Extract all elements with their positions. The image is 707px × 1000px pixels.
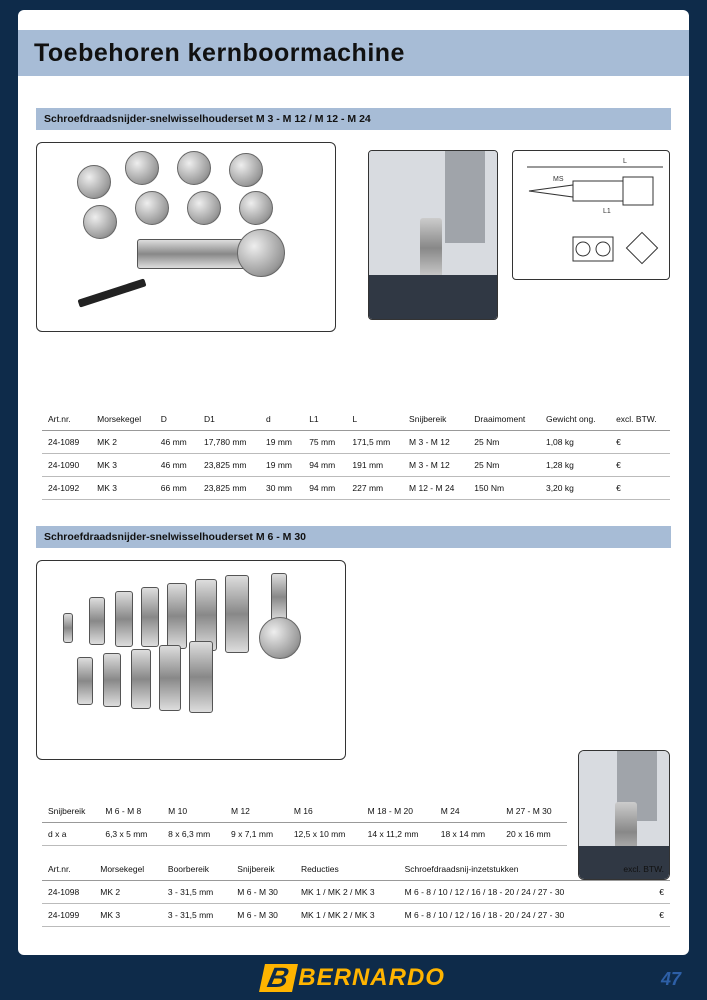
- page-number: 47: [661, 969, 681, 990]
- page-title-bar: Toebehoren kernboormachine: [18, 30, 689, 76]
- col-header: M 12: [225, 800, 288, 823]
- col-header: M 16: [288, 800, 362, 823]
- section1-heading: Schroefdraadsnijder-snelwisselhouderset …: [44, 113, 371, 125]
- table-row: 24-1090MK 346 mm23,825 mm19 mm94 mm191 m…: [42, 454, 670, 477]
- col-header: Art.nr.: [42, 408, 91, 431]
- brand-logo-text: BERNARDO: [298, 964, 445, 992]
- table-row: d x a 6,3 x 5 mm 8 x 6,3 mm 9 x 7,1 mm 1…: [42, 823, 567, 846]
- section2-heading-bar: Schroefdraadsnijder-snelwisselhouderset …: [36, 526, 671, 548]
- col-header: L: [346, 408, 403, 431]
- section2-heading: Schroefdraadsnijder-snelwisselhouderset …: [44, 531, 306, 543]
- col-header: M 18 - M 20: [362, 800, 435, 823]
- row-label: d x a: [42, 823, 99, 846]
- col-header: M 24: [435, 800, 501, 823]
- col-header: Morsekegel: [91, 408, 155, 431]
- table-header-row: Snijbereik M 6 - M 8 M 10 M 12 M 16 M 18…: [42, 800, 567, 823]
- col-header: Snijbereik: [231, 858, 295, 881]
- col-header: Snijbereik: [403, 408, 468, 431]
- brand-logo: B BERNARDO: [262, 964, 445, 992]
- table-row: 24-1098 MK 2 3 - 31,5 mm M 6 - M 30 MK 1…: [42, 881, 670, 904]
- col-header: D: [155, 408, 198, 431]
- svg-text:L1: L1: [603, 208, 611, 215]
- col-header: Draaimoment: [468, 408, 540, 431]
- svg-text:MS: MS: [553, 176, 564, 183]
- section2-spec-table: Art.nr. Morsekegel Boorbereik Snijbereik…: [42, 858, 670, 927]
- section1-heading-bar: Schroefdraadsnijder-snelwisselhouderset …: [36, 108, 671, 130]
- col-header: Reducties: [295, 858, 399, 881]
- table-row: 24-1092MK 366 mm23,825 mm30 mm94 mm227 m…: [42, 477, 670, 500]
- table-header-row: Art.nr. Morsekegel D D1 d L1 L Snijberei…: [42, 408, 670, 431]
- col-header: d: [260, 408, 303, 431]
- col-header: L1: [303, 408, 346, 431]
- col-header: excl. BTW.: [606, 858, 670, 881]
- col-header: Gewicht ong.: [540, 408, 610, 431]
- col-header: Morsekegel: [94, 858, 162, 881]
- page-title: Toebehoren kernboormachine: [34, 39, 405, 68]
- col-header: D1: [198, 408, 260, 431]
- col-header: excl. BTW.: [610, 408, 670, 431]
- technical-diagram: L MS L1: [512, 150, 670, 280]
- table-row: 24-1089MK 246 mm17,780 mm19 mm75 mm171,5…: [42, 431, 670, 454]
- col-header: M 6 - M 8: [99, 800, 162, 823]
- col-header: M 10: [162, 800, 225, 823]
- product-image-drillpress-1: [368, 150, 498, 320]
- product-image-colletset: [36, 560, 346, 760]
- table-header-row: Art.nr. Morsekegel Boorbereik Snijbereik…: [42, 858, 670, 881]
- section2-range-table: Snijbereik M 6 - M 8 M 10 M 12 M 16 M 18…: [42, 800, 567, 846]
- brand-logo-initial: B: [259, 964, 298, 992]
- col-header: Snijbereik: [42, 800, 99, 823]
- product-image-chuckset: [36, 142, 336, 332]
- col-header: M 27 - M 30: [500, 800, 567, 823]
- col-header: Schroefdraadsnij-inzetstukken: [399, 858, 607, 881]
- page-footer: B BERNARDO 47: [0, 956, 707, 1000]
- table-row: 24-1099 MK 3 3 - 31,5 mm M 6 - M 30 MK 1…: [42, 904, 670, 927]
- svg-text:L: L: [623, 158, 627, 165]
- col-header: Art.nr.: [42, 858, 94, 881]
- section1-spec-table: Art.nr. Morsekegel D D1 d L1 L Snijberei…: [42, 408, 670, 500]
- col-header: Boorbereik: [162, 858, 231, 881]
- diagram-icon: L MS L1: [513, 151, 670, 280]
- catalog-page: Toebehoren kernboormachine Schroefdraads…: [18, 10, 689, 955]
